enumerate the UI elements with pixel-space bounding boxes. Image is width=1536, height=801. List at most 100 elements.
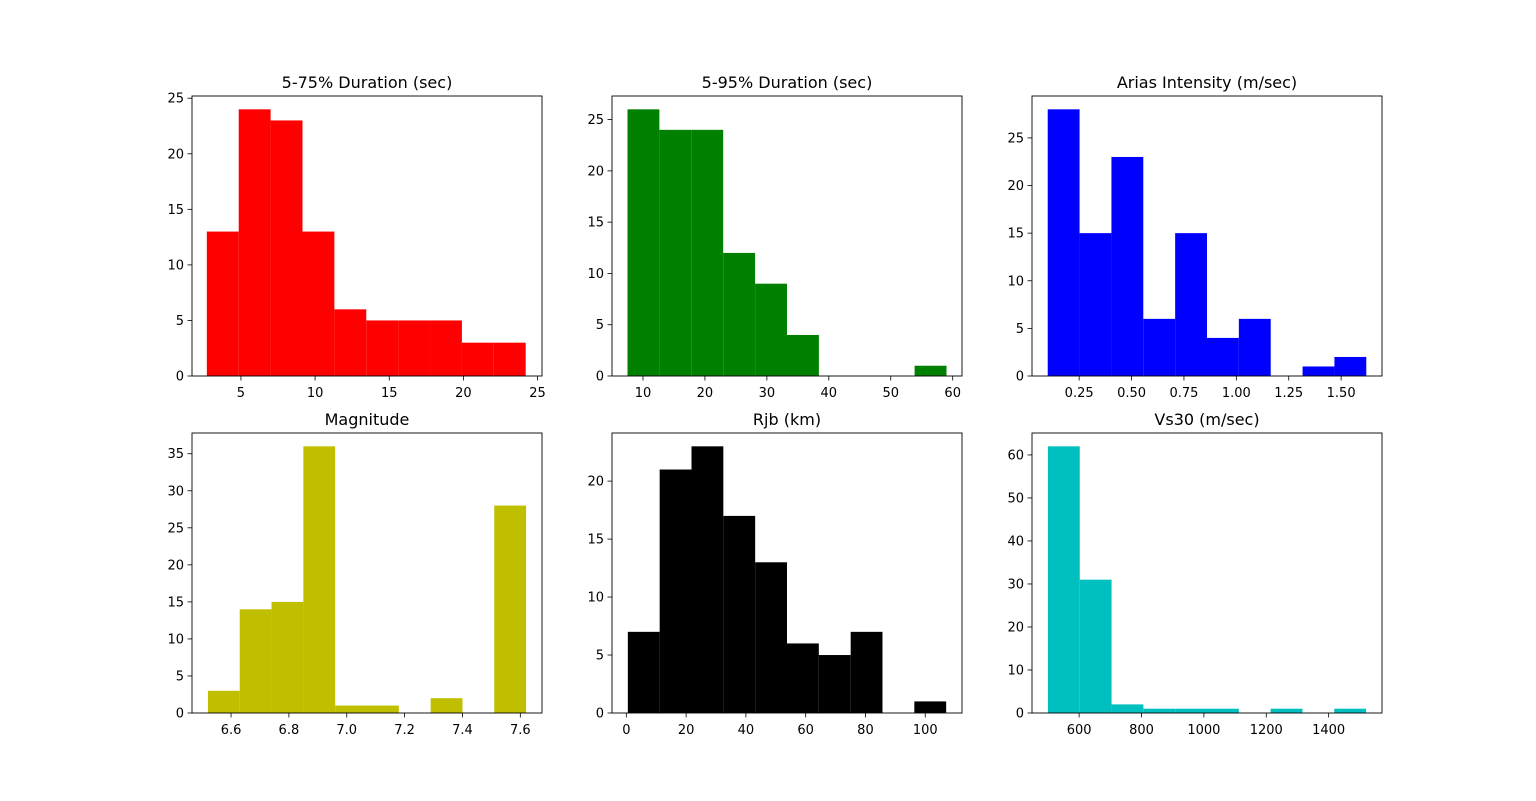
histogram-bar [1270, 708, 1303, 713]
histogram-bar [787, 643, 819, 713]
x-tick-label: 10 [307, 386, 324, 401]
x-tick-label: 60 [797, 723, 814, 738]
x-tick-label: 1000 [1187, 723, 1220, 738]
y-tick-label: 15 [167, 203, 184, 218]
y-tick-label: 25 [1007, 131, 1024, 146]
y-tick-label: 5 [176, 669, 184, 684]
histogram-bar [367, 705, 399, 713]
x-tick-label: 20 [678, 723, 695, 738]
y-tick-label: 20 [1007, 620, 1024, 635]
x-tick-label: 30 [759, 386, 776, 401]
chart-title: Vs30 (m/sec) [1154, 410, 1259, 429]
y-tick-label: 0 [1016, 370, 1024, 385]
y-tick-label: 5 [596, 318, 604, 333]
x-tick-label: 7.6 [510, 723, 531, 738]
histogram-panel-3: 6.6 6.8 7.0 7.2 7.4 7.6 0 5 10 15 20 25 30 35 Magnitud… [167, 410, 543, 738]
histogram-bar [334, 309, 367, 376]
y-tick-label: 5 [596, 649, 604, 664]
histogram-bar [1334, 708, 1367, 713]
axes-frame [1031, 95, 1383, 377]
histogram-bar [787, 334, 819, 376]
chart-title: Magnitude [325, 410, 410, 429]
x-tick-label: 50 [882, 386, 899, 401]
histogram-bar [1047, 109, 1080, 376]
y-tick-label: 5 [176, 314, 184, 329]
x-tick-label: 15 [381, 386, 398, 401]
y-tick-label: 25 [587, 113, 604, 128]
x-tick-label: 6.8 [279, 723, 300, 738]
x-tick-label: 600 [1067, 723, 1092, 738]
x-tick-label: 25 [529, 386, 546, 401]
histogram-bar [207, 690, 240, 713]
axes-frame [191, 95, 543, 377]
histogram-bar [335, 705, 367, 713]
histogram-panel-5: 600 800 1000 1200 1400 0 10 20 30 40 50 60 Vs30 (m/s… [1007, 410, 1383, 738]
y-tick-label: 20 [587, 475, 604, 490]
axes-frame [611, 432, 963, 714]
histogram-bar [914, 365, 947, 376]
histogram-bar [303, 446, 336, 713]
histogram-bar [723, 252, 756, 376]
histogram-bar [430, 698, 463, 713]
histogram-panel-1: 10 20 30 40 50 60 0 5 10 15 20 25 5-95% Duration (se… [587, 73, 963, 401]
x-tick-label: 10 [635, 386, 652, 401]
x-tick-label: 0.25 [1065, 386, 1094, 401]
x-tick-label: 1.50 [1327, 386, 1356, 401]
histogram-bar [239, 609, 272, 713]
histogram-bar [723, 515, 756, 713]
histogram-bar [1079, 233, 1112, 376]
x-tick-label: 1400 [1312, 723, 1345, 738]
chart-title: Arias Intensity (m/sec) [1117, 73, 1297, 92]
y-tick-label: 10 [1007, 274, 1024, 289]
x-tick-label: 100 [913, 723, 938, 738]
x-tick-label: 40 [821, 386, 838, 401]
histogram-bar [494, 505, 527, 713]
histogram-bar [755, 562, 787, 713]
x-tick-label: 7.4 [452, 723, 473, 738]
histogram-bar [1111, 704, 1144, 713]
histogram-bar [1143, 708, 1176, 713]
histogram-bar [691, 129, 724, 376]
histogram-bar [1175, 708, 1207, 713]
histogram-bar [850, 631, 883, 713]
x-tick-label: 7.0 [336, 723, 357, 738]
histogram-bar [366, 320, 399, 376]
axes-frame [1031, 432, 1383, 714]
histogram-bar [1207, 708, 1239, 713]
histogram-bar [1111, 156, 1144, 376]
y-tick-label: 20 [167, 558, 184, 573]
x-tick-label: 20 [697, 386, 714, 401]
histogram-bar [1302, 366, 1335, 376]
y-tick-label: 15 [167, 595, 184, 610]
histogram-bar [493, 342, 526, 376]
y-tick-label: 30 [1007, 577, 1024, 592]
x-tick-label: 40 [738, 723, 755, 738]
x-tick-label: 60 [944, 386, 961, 401]
x-tick-label: 0 [622, 723, 630, 738]
x-tick-label: 800 [1129, 723, 1154, 738]
histogram-bar [271, 601, 304, 713]
y-tick-label: 0 [596, 707, 604, 722]
histogram-bar [461, 342, 494, 376]
y-tick-label: 35 [167, 447, 184, 462]
histogram-bar [270, 120, 303, 376]
x-tick-label: 0.75 [1169, 386, 1198, 401]
chart-title: Rjb (km) [753, 410, 821, 429]
chart-title: 5-95% Duration (sec) [702, 73, 873, 92]
x-tick-label: 6.6 [221, 723, 242, 738]
y-tick-label: 0 [176, 707, 184, 722]
histogram-bar [1207, 337, 1239, 376]
histogram-bar [1047, 446, 1080, 713]
y-tick-label: 15 [1007, 227, 1024, 242]
histogram-bar [398, 320, 431, 376]
histogram-bar [238, 109, 271, 376]
y-tick-label: 15 [587, 216, 604, 231]
y-tick-label: 10 [167, 632, 184, 647]
x-tick-label: 7.2 [394, 723, 415, 738]
y-tick-label: 20 [167, 147, 184, 162]
histogram-panel-4: 0 20 40 60 80 100 0 5 10 15 20 Rjb (km) [587, 410, 963, 738]
y-tick-label: 25 [167, 521, 184, 536]
y-tick-label: 15 [587, 533, 604, 548]
y-tick-label: 50 [1007, 491, 1024, 506]
